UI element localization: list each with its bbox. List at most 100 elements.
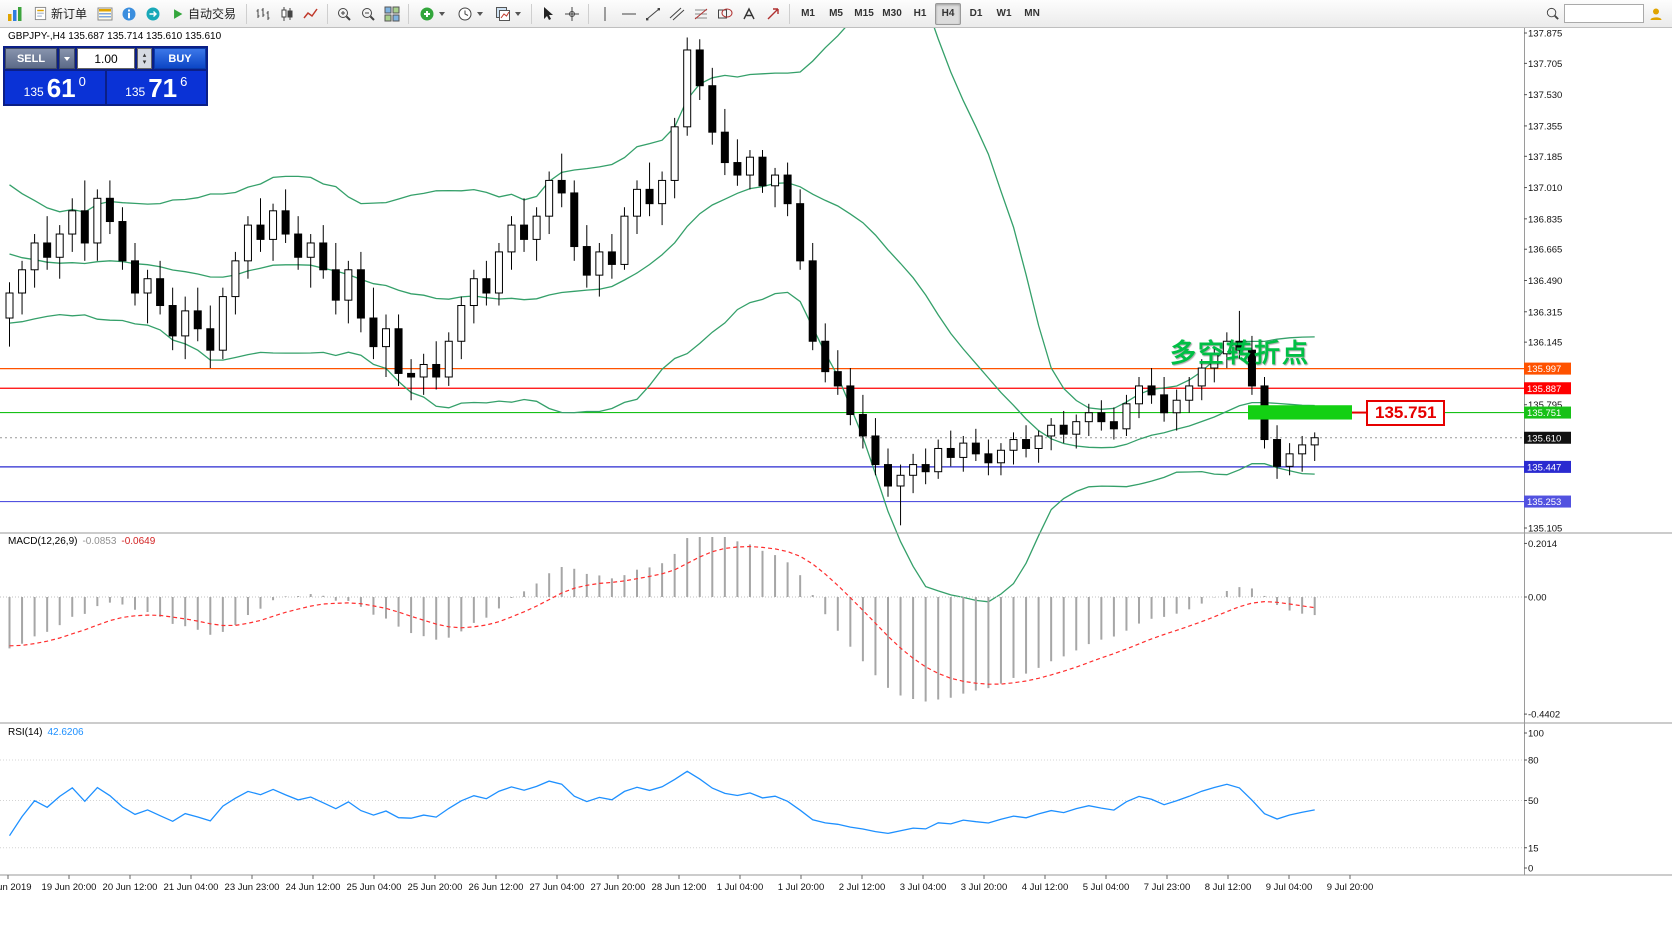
volume-stepper[interactable]: ▴ ▾ (137, 48, 152, 69)
indicators-dropdown-button[interactable] (414, 3, 450, 25)
templates-dropdown-button[interactable] (490, 3, 526, 25)
candle-body (105, 197, 114, 223)
candle-body (206, 328, 215, 351)
candle-body (582, 246, 591, 276)
candle-body (1072, 421, 1081, 435)
line-chart-icon[interactable] (300, 3, 322, 25)
price-axis-label: 137.530 (1528, 90, 1562, 101)
candle-body (482, 278, 491, 294)
text-tool-icon[interactable] (738, 3, 760, 25)
time-axis-label: 7 Jul 23:00 (1144, 882, 1190, 893)
toolbar-separator (588, 3, 590, 24)
sell-price-prefix: 135 (23, 85, 44, 99)
timeframe-h4-button[interactable]: H4 (935, 2, 962, 25)
candle-body (1009, 439, 1018, 451)
zoom-in-icon[interactable] (333, 3, 355, 25)
time-axis-label: 8 Jul 12:00 (1205, 882, 1251, 893)
auto-trading-button[interactable]: 自动交易 (166, 3, 241, 25)
candle-body (407, 372, 416, 378)
price-axis-label: 135.105 (1528, 524, 1562, 535)
data-window-icon[interactable] (118, 3, 140, 25)
green-zone-rect[interactable] (1248, 405, 1352, 420)
timeframe-m1-button[interactable]: M1 (801, 8, 815, 19)
bar-chart-icon[interactable] (252, 3, 274, 25)
sell-price-display[interactable]: 135 61 0 (5, 71, 105, 104)
candle-body (1059, 424, 1068, 435)
time-axis-label: 9 Jul 04:00 (1266, 882, 1312, 893)
macd-signal-value: -0.0649 (121, 536, 156, 547)
candle-body (1022, 439, 1031, 449)
cursor-icon[interactable] (537, 3, 559, 25)
candle-body (720, 131, 729, 164)
search-icon[interactable] (1545, 6, 1560, 21)
rsi-scale-label: 15 (1528, 843, 1539, 854)
timeframe-m15-button[interactable]: M15 (854, 8, 874, 19)
price-callout[interactable]: 135.751 (1366, 400, 1446, 426)
candle-body (168, 305, 177, 337)
candle-body (444, 340, 453, 378)
stepper-up-icon[interactable]: ▴ (142, 51, 147, 59)
stepper-down-icon[interactable]: ▾ (142, 58, 147, 66)
bollinger-upper-band (9, 28, 1315, 410)
crosshair-icon[interactable] (561, 3, 583, 25)
price-axis-label: 137.185 (1528, 152, 1562, 163)
toolbar-search-input[interactable] (1564, 4, 1644, 23)
candle-body (532, 215, 541, 240)
timeframe-mn-button[interactable]: MN (1024, 8, 1040, 19)
candle-body (1273, 439, 1282, 467)
candlestick-chart-icon[interactable] (276, 3, 298, 25)
candle-body (607, 251, 616, 265)
candle-body (1109, 421, 1118, 430)
timeframes-dropdown-button[interactable] (452, 3, 488, 25)
price-tag-label: 135.887 (1527, 384, 1561, 395)
market-watch-icon[interactable] (94, 3, 116, 25)
timeframe-h1-button[interactable]: H1 (913, 8, 927, 19)
navigator-icon[interactable] (142, 3, 164, 25)
candle-body (1298, 444, 1307, 455)
candle-body (1084, 412, 1093, 423)
candle-body (758, 156, 767, 187)
new-order-icon (34, 6, 47, 21)
sell-button[interactable]: SELL (5, 48, 57, 69)
candle-body (419, 363, 428, 378)
candle-body (1185, 385, 1194, 401)
candle-body (921, 464, 930, 473)
candle-body (1172, 399, 1181, 414)
zoom-out-icon[interactable] (357, 3, 379, 25)
channel-tool-icon[interactable] (666, 3, 688, 25)
fibonacci-tool-icon[interactable] (690, 3, 712, 25)
time-axis-label: 27 Jun 20:00 (591, 882, 646, 893)
turning-point-annotation: 多空转折点 (1170, 338, 1311, 368)
buy-price-prefix: 135 (125, 85, 146, 99)
shapes-tool-icon[interactable] (714, 3, 736, 25)
buy-price-display[interactable]: 135 71 6 (106, 71, 206, 104)
sell-price-main: 61 (46, 72, 76, 103)
buy-price-main: 71 (148, 72, 178, 103)
trendline-tool-icon[interactable] (642, 3, 664, 25)
time-axis-label: 5 Jul 04:00 (1083, 882, 1129, 893)
buy-button[interactable]: BUY (154, 48, 206, 69)
horizontal-line-tool-icon[interactable] (618, 3, 640, 25)
volume-input[interactable]: 1.00 (77, 48, 135, 69)
candle-body (231, 260, 240, 298)
candle-body (1147, 385, 1156, 396)
timeframe-d1-button[interactable]: D1 (969, 8, 983, 19)
candle-body (984, 453, 993, 464)
timeframe-w1-button[interactable]: W1 (996, 8, 1012, 19)
candle-body (193, 310, 202, 330)
vertical-line-tool-icon[interactable] (594, 3, 616, 25)
community-icon[interactable] (1648, 6, 1664, 22)
candle-body (595, 251, 604, 276)
timeframe-m30-button[interactable]: M30 (882, 8, 902, 19)
candle-body (30, 242, 39, 271)
order-type-dropdown[interactable] (59, 48, 75, 69)
tile-windows-icon[interactable] (381, 3, 403, 25)
time-axis-label: 3 Jul 04:00 (900, 882, 946, 893)
arrows-tool-icon[interactable] (762, 3, 784, 25)
time-axis-label: 27 Jun 04:00 (530, 882, 585, 893)
timeframe-m5-button[interactable]: M5 (829, 8, 843, 19)
new-order-button[interactable]: 新订单 (28, 3, 92, 25)
candle-body (281, 210, 290, 235)
candle-body (43, 242, 52, 258)
